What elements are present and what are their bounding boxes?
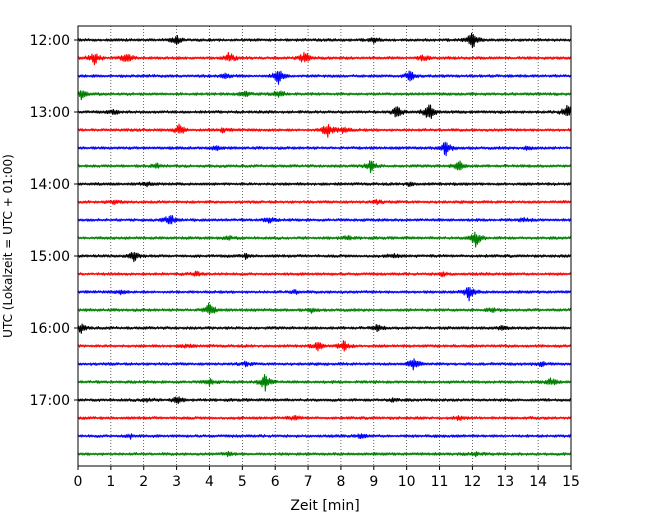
x-tick-label-6: 6 [271, 474, 280, 490]
x-tick-label-1: 1 [106, 474, 115, 490]
trace-14:30 [77, 214, 572, 225]
trace-15:45 [77, 302, 572, 315]
x-tick-label-0: 0 [74, 474, 83, 490]
trace-12:00 [77, 32, 572, 49]
x-tick-label-5: 5 [238, 474, 247, 490]
trace-17:30 [77, 433, 572, 440]
trace-17:15 [77, 414, 572, 422]
x-tick-label-13: 13 [496, 474, 514, 490]
x-tick-label-12: 12 [463, 474, 481, 490]
y-tick-label-13:00: 13:00 [30, 105, 70, 121]
x-tick-label-10: 10 [398, 474, 416, 490]
x-tick-label-8: 8 [336, 474, 345, 490]
y-tick-label-17:00: 17:00 [30, 393, 70, 409]
y-tick-label-14:00: 14:00 [30, 177, 70, 193]
x-tick-label-14: 14 [529, 474, 547, 490]
x-tick-label-15: 15 [562, 474, 580, 490]
trace-16:30 [77, 358, 572, 371]
x-tick-label-11: 11 [431, 474, 449, 490]
trace-12:15 [77, 51, 572, 66]
y-axis-label: UTC (Lokalzeit = UTC + 01:00) [1, 154, 15, 338]
trace-12:45 [77, 90, 572, 101]
trace-14:00 [77, 181, 572, 188]
trace-15:15 [77, 270, 572, 278]
trace-17:45 [77, 450, 572, 458]
trace-14:15 [77, 198, 572, 206]
trace-16:00 [77, 323, 572, 334]
x-axis-label: Zeit [min] [290, 498, 359, 514]
trace-16:15 [77, 340, 572, 352]
grid-lines [110, 26, 539, 466]
trace-14:45 [77, 231, 572, 248]
x-tick-label-3: 3 [172, 474, 181, 490]
plot-frame [77, 25, 572, 467]
y-tick-label-16:00: 16:00 [30, 321, 70, 337]
y-axis: 12:00 13:00 14:00 15:00 16:00 17:00 [30, 33, 78, 409]
trace-group [77, 32, 572, 458]
trace-12:30 [77, 70, 572, 85]
x-tick-label-7: 7 [304, 474, 313, 490]
trace-13:15 [77, 123, 572, 138]
y-tick-label-12:00: 12:00 [30, 33, 70, 49]
trace-17:00 [77, 396, 572, 405]
trace-13:00 [77, 104, 572, 119]
y-tick-label-15:00: 15:00 [30, 249, 70, 265]
x-tick-label-2: 2 [139, 474, 148, 490]
trace-16:45 [77, 374, 572, 392]
trace-15:00 [77, 251, 572, 263]
x-axis: 0 1 2 3 4 5 6 7 8 9 10 11 12 13 14 15 [74, 466, 580, 490]
trace-13:30 [77, 141, 572, 157]
trace-13:45 [77, 160, 572, 174]
trace-15:30 [77, 287, 572, 302]
x-tick-label-9: 9 [369, 474, 378, 490]
x-tick-label-4: 4 [205, 474, 214, 490]
